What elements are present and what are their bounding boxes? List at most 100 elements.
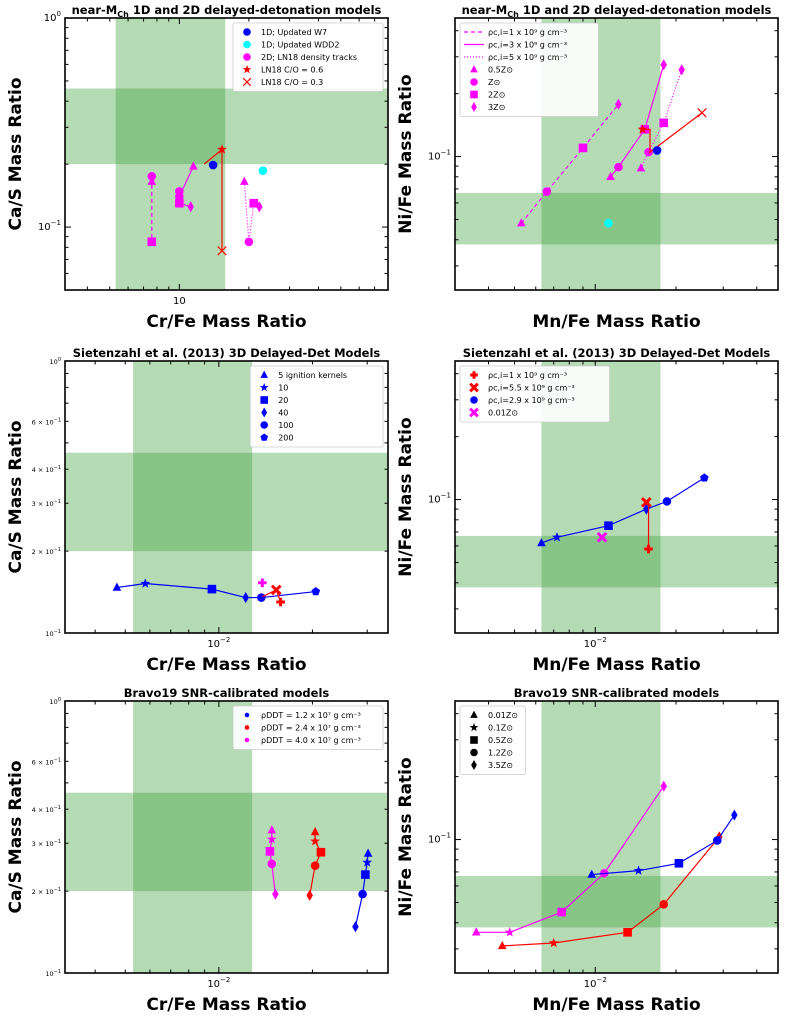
marker-diamond-shape	[256, 201, 263, 213]
y-axis-label: Ca/S Mass Ratio	[6, 760, 26, 913]
legend-marker-circle-small	[244, 737, 250, 743]
legend-label: ρDDT = 2.4 x 10⁷ g cm⁻³	[261, 724, 361, 733]
y-tick-label: 6 × 10−1	[32, 417, 61, 426]
data-point-circle	[257, 593, 266, 602]
y-tick-label: 3 × 10−1	[32, 499, 61, 508]
data-point-square	[265, 847, 275, 856]
data-point-square	[175, 198, 184, 208]
x-axis-label: Cr/Fe Mass Ratio	[146, 312, 306, 332]
legend: 5 ignition kernels 10 20 40 100 200	[249, 365, 384, 448]
legend-label: 20	[278, 396, 288, 405]
marker-plus-shape	[644, 544, 653, 554]
marker-circle-shape	[662, 497, 672, 506]
marker-triangle-shape	[537, 538, 546, 547]
data-point-square	[316, 847, 326, 857]
legend-entry: Z⊙	[470, 78, 500, 87]
legend-marker-square	[470, 90, 478, 99]
marker-pentagon-shape	[700, 473, 709, 482]
ticks	[65, 17, 389, 291]
data-point-diamond	[678, 64, 685, 76]
y-tick-label: 10−1	[45, 969, 61, 978]
data-point-x	[697, 108, 707, 118]
data-point-triangle	[239, 176, 249, 185]
data-point-circle	[542, 187, 552, 196]
chart-title-main: near-M	[72, 3, 118, 17]
legend-entry: 40	[261, 407, 288, 418]
marker-square-shape	[361, 870, 370, 879]
marker-triangle-shape	[587, 869, 597, 878]
data-point-triangle	[147, 176, 157, 185]
marker-square-shape	[249, 198, 259, 208]
legend-entry: LN18 C/O = 0.3	[242, 77, 323, 87]
marker-xbold-shape	[640, 496, 652, 508]
data-point-square	[674, 858, 684, 868]
series-3	[587, 809, 738, 878]
band-y	[65, 88, 388, 165]
marker-triangle-shape	[363, 848, 373, 857]
marker-diamond-shape	[643, 503, 650, 515]
data-point-square	[659, 118, 669, 128]
series-2	[471, 780, 667, 937]
legend-label: 1.2Z⊙	[488, 749, 513, 758]
data-point-diamond	[660, 780, 667, 792]
marker-triangle-shape	[147, 176, 157, 185]
marker-triangle-shape	[470, 65, 478, 73]
series-2	[306, 827, 326, 901]
ticks	[454, 701, 778, 973]
data-point-square	[604, 521, 613, 530]
marker-square-shape	[147, 237, 157, 247]
marker-circle-shape	[244, 737, 250, 743]
data-point-triangle	[267, 825, 277, 834]
legend-label: 5 ignition kernels	[278, 371, 347, 380]
data-point-triangle	[606, 171, 615, 181]
axes-frame	[64, 360, 389, 634]
data-point-square	[249, 198, 259, 208]
chart-title-rest: 1D and 2D delayed-detonation models	[129, 3, 382, 17]
legend: 0.01Z⊙ 0.1Z⊙ 0.5Z⊙ 1.2Z⊙ 3.5Z⊙	[459, 705, 526, 775]
data-point-circle	[267, 859, 277, 869]
series-1	[352, 848, 373, 933]
data-point-triangle	[189, 161, 198, 170]
marker-square-shape	[578, 143, 588, 153]
x-tick-label-exp: −2	[220, 976, 230, 984]
series-6	[604, 218, 613, 228]
y-tick-label-exp: −1	[54, 757, 61, 763]
band-y	[455, 535, 778, 588]
legend-label: ρc,i=2.9 x 10⁹ g cm⁻³	[488, 396, 575, 405]
data-point-circle	[614, 162, 623, 172]
y-tick-label-exp: −1	[54, 805, 61, 811]
marker-triangle-shape	[497, 940, 507, 950]
marker-square-shape	[260, 396, 268, 404]
marker-circle-shape	[358, 889, 367, 899]
y-axis-label: Ca/S Mass Ratio	[6, 77, 26, 230]
y-tick-label: 10−1	[45, 629, 61, 638]
y-tick-label-exp: −1	[51, 219, 61, 227]
band-x	[115, 18, 226, 290]
y-tick-label-exp: −1	[441, 492, 451, 500]
marker-square-shape	[659, 118, 669, 128]
marker-x-shape	[242, 77, 252, 87]
data-point-xbold	[640, 496, 652, 508]
series-3	[596, 531, 608, 543]
y-tick-label-exp: −1	[441, 149, 451, 157]
marker-star-shape	[633, 865, 644, 875]
x-tick-label-base: 10	[173, 296, 186, 307]
axes-frame	[454, 17, 779, 291]
bands	[65, 18, 388, 290]
legend-marker-circle-small	[244, 712, 250, 718]
marker-triangle-shape	[239, 176, 249, 185]
marker-circle-shape	[208, 160, 218, 170]
marker-circle-shape	[243, 53, 251, 61]
marker-diamond-shape	[272, 888, 279, 900]
legend-marker-circle	[243, 53, 251, 61]
legend-marker-circle-small	[244, 725, 250, 730]
y-tick-label: 10−1	[428, 832, 451, 846]
y-tick-label-exp: −1	[54, 887, 61, 893]
marker-circle-shape	[257, 593, 266, 602]
data-point-diamond	[352, 921, 359, 933]
y-tick-label-base: 10	[44, 13, 57, 24]
data-point-star	[266, 834, 277, 844]
data-point-star	[633, 865, 644, 875]
chart-panel-5: 10−210−12 × 10−13 × 10−14 × 10−16 × 10−1…	[6, 686, 389, 1015]
